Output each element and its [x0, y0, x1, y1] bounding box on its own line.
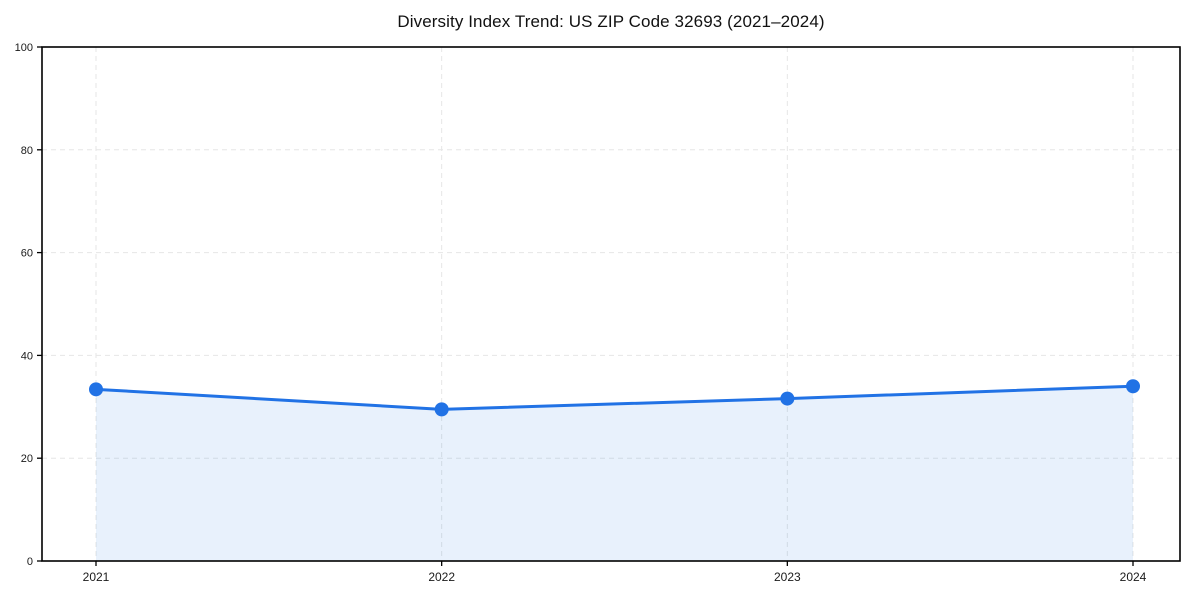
area-fill [96, 386, 1133, 561]
y-tick-label: 40 [21, 350, 33, 362]
data-point [89, 382, 103, 397]
y-tick-label: 0 [27, 556, 33, 568]
x-tick-label: 2023 [774, 570, 801, 584]
x-tick-label: 2022 [428, 570, 455, 584]
y-tick-label: 80 [21, 145, 33, 157]
x-tick-label: 2024 [1120, 570, 1147, 584]
chart-title: Diversity Index Trend: US ZIP Code 32693… [397, 12, 825, 31]
y-tick-label: 100 [15, 42, 33, 54]
plot-border [41, 46, 1181, 562]
data-point [1126, 379, 1140, 394]
data-point [434, 402, 449, 417]
y-tick-label: 60 [21, 248, 33, 260]
trend-line [94, 384, 1135, 411]
x-tick-label: 2021 [83, 570, 110, 584]
data-point [780, 391, 795, 406]
y-tick-label: 20 [21, 453, 33, 465]
